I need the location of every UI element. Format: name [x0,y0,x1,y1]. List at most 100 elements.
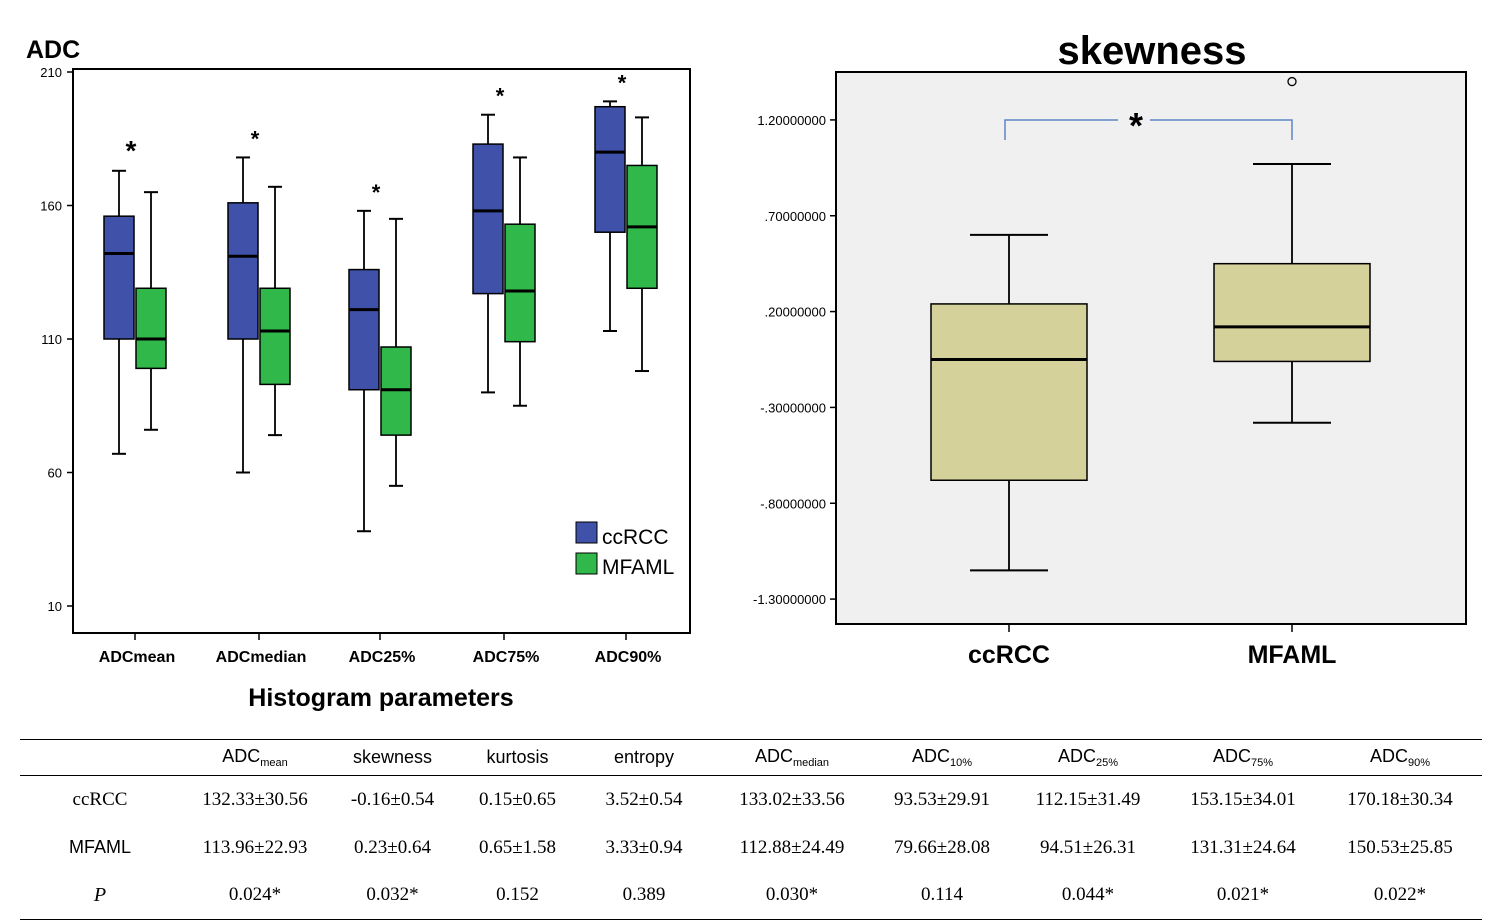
x-tick-label-adcmedian: ADCmedian [216,649,307,666]
row-label: MFAML [68,837,131,857]
group-adc90pct: * [594,70,658,373]
table-cell: 150.53±25.85 [1347,836,1453,858]
table-cell: 131.31±24.64 [1190,836,1296,858]
legend-label-ccrcc: ccRCC [602,526,669,549]
table-row-p: P 0.024* 0.032* 0.152 0.389 0.030* 0.114 0.044*… [20,871,1482,920]
y-tick-label: -.30000000 [760,400,826,415]
y-tick-label: -.80000000 [760,496,826,511]
significance-star: * [126,135,137,166]
iqr-box [348,268,380,391]
header-cell-entropy: entropy [580,739,708,776]
x-tick-label-adcmean: ADCmean [99,649,175,666]
row-label: ccRCC [72,788,128,810]
y-tick-label: 1.20000000 [757,113,826,128]
header-cell-adc-mean: ADCmean [180,739,330,776]
table-cell: 79.66±28.08 [894,836,990,858]
iqr-box [504,223,536,343]
table-cell: 0.114 [876,871,1008,920]
box-adc90pct-ccrcc [594,100,626,332]
box-adcmedian-mfaml [259,185,291,437]
significance-star: * [251,126,260,151]
table-cell: 112.88±24.49 [739,836,845,858]
legend-label-mfaml: MFAML [602,556,674,579]
box-adc90pct-mfaml [626,116,658,373]
header-cell-adc-25pct: ADC25% [1008,739,1168,776]
x-tick-label-adc75pct: ADC75% [473,649,540,666]
iqr-box [259,287,291,386]
significance-bracket: * [1004,105,1293,146]
skewness-x-axis: ccRCC MFAML [968,624,1336,669]
box-adcmedian-ccrcc [227,156,259,474]
table-cell: 153.15±34.01 [1190,788,1296,810]
adc-chart-title: ADC [26,36,80,64]
table-cell: 0.152 [455,871,580,920]
table-cell: 94.51±26.31 [1040,836,1136,858]
x-tick-label-adc90pct: ADC90% [595,649,662,666]
box-adcmean-mfaml [135,191,167,431]
table-header-row: ADCmean skewness kurtosis entropy ADCmedian A… [20,739,1482,776]
group-adcmedian: * [227,126,291,474]
table-row-mfaml: MFAML 113.96±22.93 0.23±0.64 0.65±1.58 3.33±… [20,824,1482,872]
header-cell-skewness: skewness [330,739,455,776]
significance-star: * [496,84,505,109]
table-cell: 0.23±0.64 [354,836,431,858]
table-cell: 0.022* [1318,871,1482,920]
adc-boxes: * * * * * [103,70,658,533]
header-cell-kurtosis: kurtosis [455,739,580,776]
adc-boxplot-chart: ADC 210 160 110 60 10 * * * * * ADCmean ADCmedian… [26,36,691,712]
legend-swatch-mfaml [575,552,598,575]
table-cell: 113.96±22.93 [202,836,308,858]
skewness-boxplot-chart: skewness 1.20000000 .70000000 .20000000 -.3… [753,29,1467,669]
header-cell-adc-median: ADCmedian [708,739,876,776]
table-cell: 170.18±30.34 [1347,788,1453,810]
y-tick-label: .20000000 [765,305,826,320]
iqr-box [1213,262,1371,363]
results-table: ADCmean skewness kurtosis entropy ADCmedian A… [20,739,1482,920]
adc-legend: ccRCC MFAML [575,521,674,579]
box-mfaml [1213,163,1371,424]
skewness-significance-star: * [1129,105,1143,146]
table-cell: 0.65±1.58 [479,836,556,858]
table-cell: 0.024* [180,871,330,920]
group-adc25pct: * [348,180,412,533]
header-cell-adc-90pct: ADC90% [1318,739,1482,776]
skewness-chart-title: skewness [1057,29,1246,73]
table-cell: 0.030* [708,871,876,920]
box-adcmean-ccrcc [103,169,135,455]
table-cell: 133.02±33.56 [739,788,845,810]
iqr-box [594,105,626,233]
box-adc25pct-mfaml [380,217,412,487]
y-tick-label: 110 [41,332,62,347]
table-cell: 0.389 [580,871,708,920]
y-tick-label: 10 [48,599,62,614]
legend-swatch-ccrcc [575,521,598,544]
table-cell: 0.15±0.65 [479,788,556,810]
header-cell-adc-10pct: ADC10% [876,739,1008,776]
table-cell: 0.044* [1008,871,1168,920]
box-adc25pct-ccrcc [348,209,380,533]
y-tick-label: 60 [48,466,62,481]
y-tick-label: 160 [40,199,62,214]
x-tick-label-adc25pct: ADC25% [349,649,416,666]
table-cell: 3.33±0.94 [605,836,683,858]
iqr-box [930,303,1088,481]
adc-x-axis-title: Histogram parameters [248,684,513,712]
row-label: P [20,871,180,920]
table-cell: -0.16±0.54 [350,788,435,810]
outlier-point [1287,76,1297,87]
table-cell: 112.15±31.49 [1035,788,1141,810]
header-cell-adc-75pct: ADC75% [1168,739,1318,776]
table-cell: 132.33±30.56 [202,788,308,810]
significance-star: * [372,180,381,205]
y-tick-label: -1.30000000 [753,592,826,607]
table-row-ccrcc: ccRCC 132.33±30.56 -0.16±0.54 0.15±0.65 3.52… [20,776,1482,824]
iqr-box [103,215,135,340]
skewness-y-axis: 1.20000000 .70000000 .20000000 -.30000000 -.… [753,113,836,607]
adc-y-axis: 210 160 110 60 10 [40,65,73,614]
iqr-box [135,287,167,370]
table-body: ccRCC 132.33±30.56 -0.16±0.54 0.15±0.65 3.52… [20,776,1482,920]
x-tick-label-ccrcc: ccRCC [968,641,1050,669]
iqr-box [472,143,504,295]
group-adcmean: * [103,135,167,455]
y-tick-label: .70000000 [765,209,826,224]
